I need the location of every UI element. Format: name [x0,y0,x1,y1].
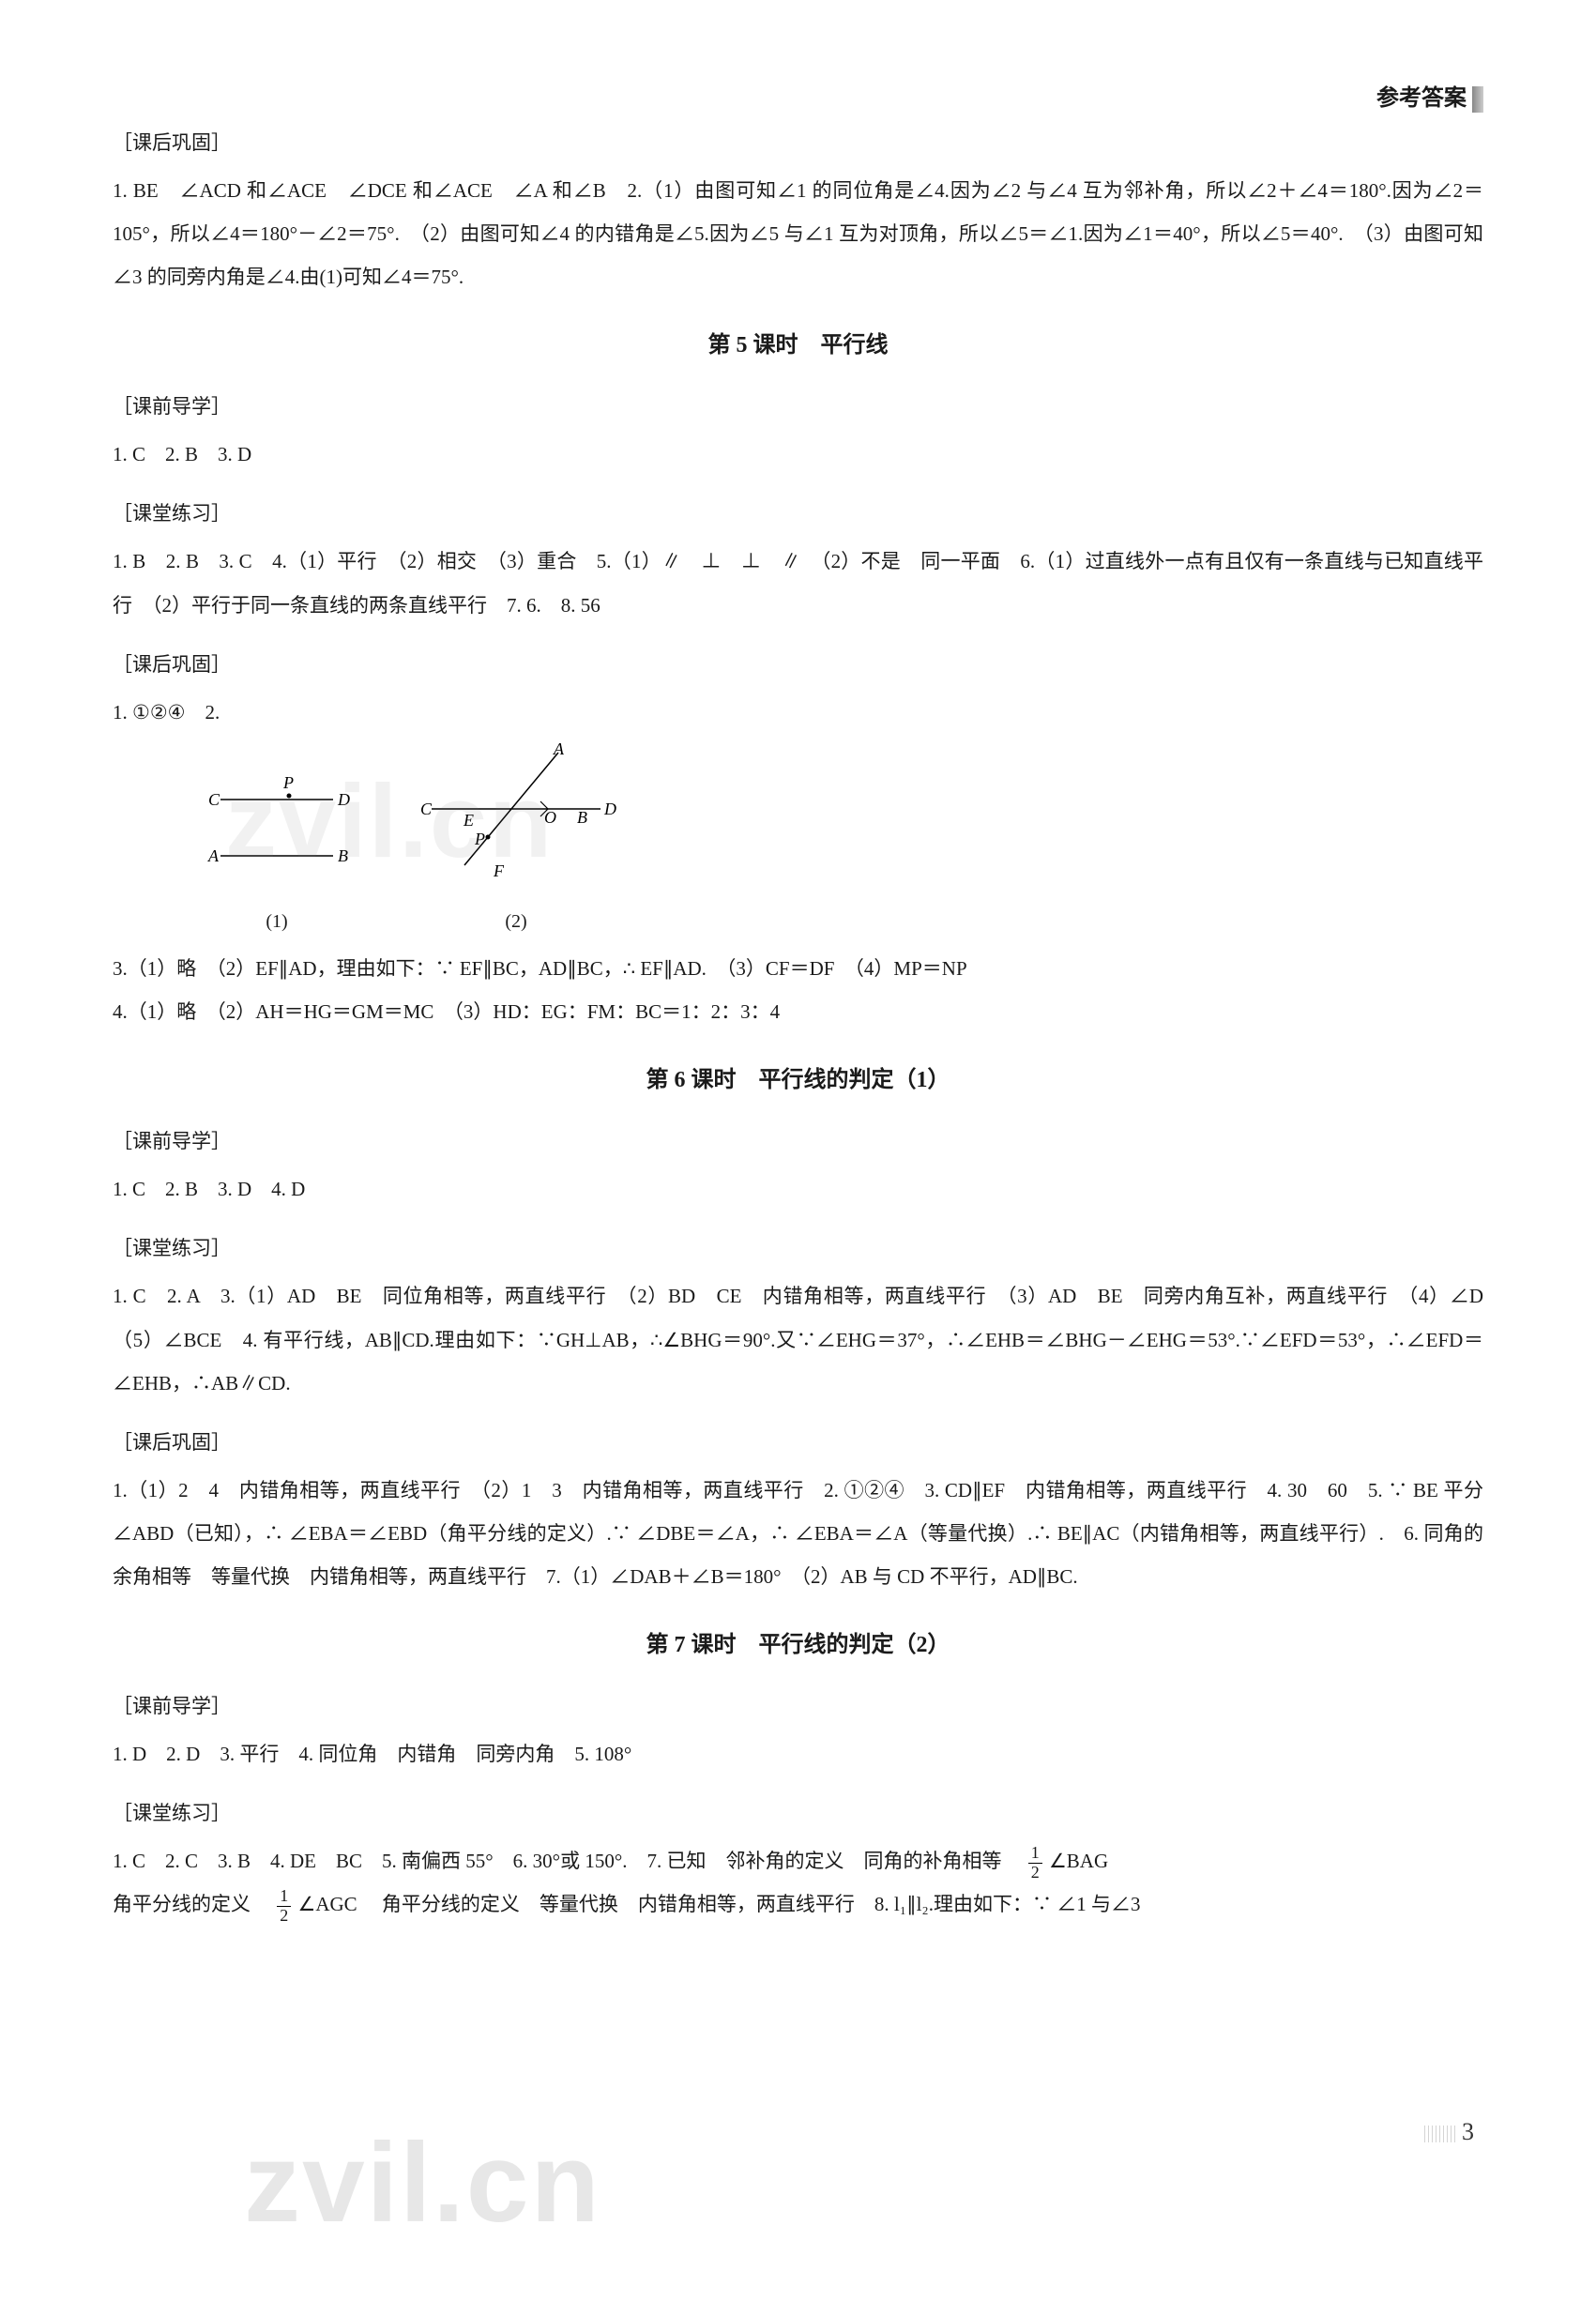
watermark-bottom: zvil.cn [244,2065,601,2301]
fig2-caption: (2) [413,902,619,941]
l6-pre-answers: 1. C 2. B 3. D 4. D [113,1167,1483,1211]
l6-pre-label: ［课前导学］ [113,1120,1483,1162]
svg-text:P: P [282,773,294,792]
fraction-half-1: 12 [1028,1844,1042,1882]
l7-class-frac2-tail: ∠AGC [298,1893,357,1915]
l5-post-line1: 1. ①②④ 2. [113,691,1483,734]
l5-class-label: ［课堂练习］ [113,493,1483,534]
fraction-half-2: 12 [277,1887,291,1926]
figure-row: C D P A B (1) A C D E O B P F [197,743,1483,941]
l6-post-label: ［课后巩固］ [113,1422,1483,1463]
section-label-post1: ［课后巩固］ [113,122,1483,163]
svg-text:C: C [208,790,220,809]
svg-text:E: E [463,811,474,830]
l5-class-answers: 1. B 2. B 3. C 4.（1）平行 （2）相交 （3）重合 5.（1）… [113,540,1483,626]
svg-text:D: D [337,790,350,809]
l7-class-frac1-tail: ∠BAG [1049,1850,1108,1872]
l5-pre-label: ［课前导学］ [113,386,1483,427]
l7-class-b: 角平分线的定义 [113,1893,270,1915]
svg-text:D: D [603,800,616,818]
l7-pre-label: ［课前导学］ [113,1685,1483,1727]
l5-pre-answers: 1. C 2. B 3. D [113,433,1483,476]
l7-class-a: 1. C 2. C 3. B 4. DE BC 5. 南偏西 55° 6. 30… [113,1850,1021,1872]
l5-post-line3: 3.（1）略 （2）EF∥AD，理由如下：∵ EF∥BC，AD∥BC，∴ EF∥… [113,947,1483,990]
header-decoration [1472,86,1483,113]
l7-class-answers: 1. C 2. C 3. B 4. DE BC 5. 南偏西 55° 6. 30… [113,1839,1483,1926]
svg-text:B: B [338,846,348,865]
l7-class-c: 角平分线的定义 等量代换 内错角相等，两直线平行 8. l₁∥l₂.理由如下：∵… [362,1893,1141,1915]
svg-text:F: F [493,861,505,880]
page-deco-icon [1424,2126,1456,2142]
svg-text:A: A [207,846,220,865]
lesson-5-title: 第 5 课时 平行线 [113,322,1483,369]
l6-class-label: ［课堂练习］ [113,1227,1483,1269]
figure-2: A C D E O B P F (2) [413,743,619,941]
svg-text:A: A [553,743,565,758]
fig1-caption: (1) [197,902,357,941]
l5-post-line4: 4.（1）略 （2）AH＝HG＝GM＝MC （3）HD：EG：FM：BC＝1：2… [113,990,1483,1033]
answers-block-1: 1. BE ∠ACD 和∠ACE ∠DCE 和∠ACE ∠A 和∠B 2.（1）… [113,169,1483,299]
lesson-6-title: 第 6 课时 平行线的判定（1） [113,1057,1483,1104]
header-title: 参考答案 [1376,86,1467,111]
figure-1: C D P A B (1) [197,762,357,941]
lesson-7-title: 第 7 课时 平行线的判定（2） [113,1622,1483,1669]
page-number: 3 [1424,2107,1474,2158]
page-header: 参考答案 [1376,75,1483,122]
l7-pre-answers: 1. D 2. D 3. 平行 4. 同位角 内错角 同旁内角 5. 108° [113,1732,1483,1775]
l6-class-answers: 1. C 2. A 3.（1）AD BE 同位角相等，两直线平行 （2）BD C… [113,1274,1483,1405]
figure-2-svg: A C D E O B P F [413,743,619,884]
svg-text:C: C [420,800,433,818]
l5-post-label: ［课后巩固］ [113,644,1483,685]
l6-post-answers: 1.（1）2 4 内错角相等，两直线平行 （2）1 3 内错角相等，两直线平行 … [113,1469,1483,1599]
page-number-text: 3 [1462,2118,1474,2145]
figure-1-svg: C D P A B [197,762,357,884]
svg-text:P: P [474,830,485,848]
l7-class-label: ［课堂练习］ [113,1792,1483,1834]
svg-text:B: B [577,808,587,827]
